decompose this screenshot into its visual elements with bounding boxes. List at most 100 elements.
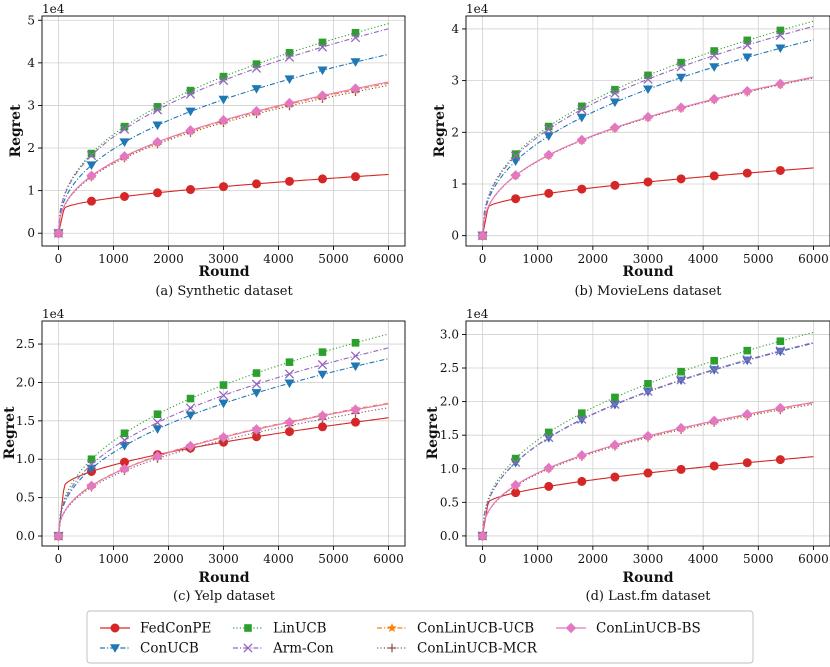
data-point-marker: [643, 74, 653, 84]
series-conlinucb-mcr: [54, 84, 389, 238]
x-tick-label: 1000: [98, 252, 129, 266]
data-point-marker: [251, 85, 262, 94]
data-point-marker: [510, 157, 521, 166]
x-tick-label: 5000: [743, 252, 774, 266]
data-point-marker: [152, 417, 163, 428]
data-point-marker: [544, 481, 554, 491]
data-point-marker: [677, 58, 685, 67]
legend-entry-conlinucb-bs: ConLinUCB-BS: [556, 621, 701, 637]
series-line: [482, 341, 814, 536]
y-tick-label: 2.0: [16, 375, 35, 389]
data-point-marker: [219, 72, 228, 81]
legend-marker: [244, 624, 252, 632]
data-point-marker: [742, 168, 752, 178]
data-point-marker: [218, 390, 229, 401]
x-tick-label: 1000: [522, 552, 553, 566]
legend-marker: [387, 623, 397, 633]
data-point-marker: [477, 230, 488, 241]
data-point-marker: [120, 192, 129, 202]
data-point-marker: [709, 171, 719, 181]
legend-marker: [387, 643, 397, 653]
data-point-marker: [510, 151, 521, 161]
y-axis-label: Regret: [2, 406, 18, 460]
data-point-marker: [644, 380, 652, 388]
data-point-marker: [317, 370, 328, 380]
data-point-marker: [511, 150, 520, 158]
data-point-marker: [285, 176, 294, 186]
data-point-marker: [610, 399, 620, 409]
data-point-marker: [350, 362, 361, 372]
x-tick-label: 2000: [578, 552, 609, 566]
data-point-marker: [609, 122, 621, 133]
y-tick-label: 0: [27, 226, 35, 240]
data-point-marker: [119, 463, 130, 475]
y-tick-label: 0.5: [440, 495, 459, 509]
data-point-marker: [252, 179, 261, 189]
data-point-marker: [775, 30, 786, 41]
y-tick-label: 2.5: [440, 361, 459, 375]
x-tick-label: 0: [55, 252, 63, 266]
data-point-marker: [676, 62, 686, 72]
x-tick-label: 5000: [743, 552, 774, 566]
data-point-marker: [610, 472, 620, 482]
panel-movielens: 1e4 0 1000 2000 3000 4000 5000 6000 0 1 2 3 4 Round…: [432, 2, 830, 299]
data-point-marker: [186, 394, 195, 403]
series-linucb: [54, 23, 389, 238]
data-point-marker: [284, 75, 295, 85]
series-conlinucb-bs: [53, 403, 389, 542]
data-point-marker: [578, 409, 586, 417]
data-point-marker: [775, 346, 786, 356]
data-point-marker: [643, 468, 653, 478]
y-tick-label: 2.0: [440, 395, 459, 409]
x-tick-label: 1000: [98, 552, 129, 566]
data-point-marker: [675, 102, 687, 113]
data-point-marker: [218, 115, 229, 126]
legend-label: ConLinUCB-BS: [596, 621, 701, 637]
x-tick-label: 2000: [578, 252, 609, 266]
data-point-marker: [643, 177, 653, 187]
data-point-marker: [218, 432, 229, 443]
data-point-marker: [350, 58, 361, 67]
y-tick-label: 2: [27, 141, 35, 155]
data-point-marker: [119, 124, 130, 134]
y-tick-label: 2: [451, 125, 459, 139]
data-point-marker: [152, 105, 163, 115]
data-point-marker: [543, 149, 554, 161]
data-point-marker: [676, 464, 686, 474]
legend-entry-conlinucb-mcr: ConLinUCB-MCR: [377, 641, 538, 657]
data-point-marker: [743, 36, 752, 45]
x-tick-label: 0: [479, 252, 487, 266]
data-point-marker: [742, 85, 753, 97]
series-line: [482, 25, 814, 236]
data-point-marker: [576, 134, 588, 146]
x-tick-label: 3000: [633, 252, 664, 266]
panel-yelp: 1e4 0 1000 2000 3000 4000 5000 6000 0.0 0.5 1.0 1.…: [2, 307, 406, 604]
panel-lastfm: 1e4 0 1000 2000 3000 4000 5000 6000 0.0 0.5 1.0 1.…: [425, 307, 830, 604]
y-tick-label: 0.0: [16, 529, 35, 543]
legend-label: ConLinUCB-MCR: [417, 641, 538, 657]
data-point-marker: [742, 458, 752, 468]
y-tick-label: 0.5: [16, 491, 35, 505]
data-point-marker: [577, 184, 587, 194]
data-point-marker: [709, 63, 720, 72]
data-point-marker: [676, 174, 686, 184]
panel-synthetic: 1e4 0 1000 2000 3000 4000 5000 6000 0 1 2 3 4 5 Roun…: [8, 2, 406, 299]
panel-caption: (d) Last.fm dataset: [586, 589, 712, 604]
data-point-marker: [510, 479, 521, 491]
data-point-marker: [350, 404, 361, 415]
data-point-marker: [610, 180, 620, 190]
data-point-marker: [86, 480, 97, 492]
data-point-marker: [710, 47, 718, 55]
data-point-marker: [86, 170, 97, 181]
legend-label: ConLinUCB-UCB: [417, 621, 534, 637]
legend-marker: [243, 643, 253, 653]
legend-entry-linucb: LinUCB: [233, 621, 327, 637]
legend-entry-conucb: ConUCB: [100, 641, 199, 657]
data-point-marker: [577, 414, 587, 424]
data-point-marker: [708, 415, 720, 427]
data-point-marker: [709, 50, 719, 61]
y-tick-label: 1: [27, 184, 35, 198]
data-point-marker: [578, 102, 586, 111]
legend-entry-arm-con: Arm-Con: [233, 641, 334, 657]
data-point-marker: [776, 337, 785, 346]
